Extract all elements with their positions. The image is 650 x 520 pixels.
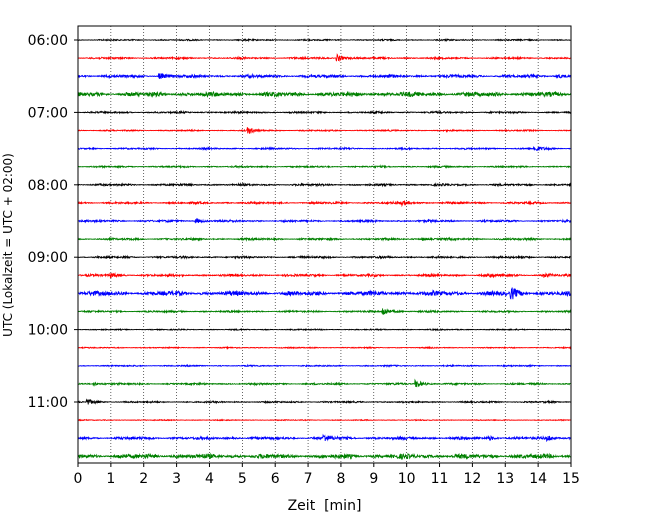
y-tick-label: 09:00: [28, 250, 68, 266]
seismogram-trace: [77, 37, 572, 43]
x-tick-label: 0: [74, 471, 83, 487]
x-tick-label: 6: [271, 471, 280, 487]
seismogram-trace: [77, 272, 572, 279]
seismogram-trace: [77, 345, 572, 350]
x-tick-label: 15: [562, 471, 580, 487]
y-tick-label: 07:00: [28, 105, 68, 121]
seismogram-trace: [77, 363, 572, 368]
seismogram-trace: [77, 109, 572, 115]
seismogram-trace: [77, 236, 572, 242]
seismogram-trace: [77, 418, 572, 422]
seismogram-trace: [77, 127, 572, 134]
x-tick-label: 10: [398, 471, 416, 487]
seismogram-trace: [77, 308, 572, 316]
seismogram-trace: [77, 145, 572, 152]
seismogram-trace: [77, 217, 572, 224]
seismogram-trace: [77, 398, 572, 405]
x-tick-label: 7: [304, 471, 313, 487]
seismogram-trace: [77, 327, 572, 332]
plot-frame: [77, 25, 572, 464]
seismogram-trace: [77, 433, 572, 443]
x-tick-label: 3: [172, 471, 181, 487]
y-axis-label: UTC (Lokalzeit = UTC + 02:00): [1, 153, 15, 337]
y-axis-ticks: 06:00 07:00 08:00 09:00 10:00 11:00: [28, 33, 78, 411]
seismogram-trace: [77, 452, 572, 461]
x-tick-label: 8: [336, 471, 345, 487]
y-tick-label: 06:00: [28, 33, 68, 49]
x-tick-label: 12: [463, 471, 481, 487]
seismogram-trace: [77, 164, 572, 170]
x-tick-label: 9: [369, 471, 378, 487]
x-tick-label: 13: [496, 471, 514, 487]
x-axis-label: Zeit [min]: [288, 498, 362, 514]
seismogram-trace: [77, 200, 572, 208]
x-tick-label: 2: [139, 471, 148, 487]
y-tick-label: 11:00: [28, 395, 68, 411]
seismogram-trace: [77, 90, 572, 98]
x-tick-label: 14: [529, 471, 547, 487]
seismogram-trace: [77, 378, 572, 388]
x-tick-label: 1: [106, 471, 115, 487]
seismogram-trace: [77, 254, 572, 260]
x-tick-label: 11: [431, 471, 449, 487]
y-tick-label: 10:00: [28, 323, 68, 339]
vertical-gridlines: [110, 26, 539, 463]
x-axis-ticks: 0 1 2 3 4 5 6 7 8 9 10 11 12 13 14 15: [74, 463, 580, 487]
x-tick-label: 5: [238, 471, 247, 487]
y-tick-label: 08:00: [28, 178, 68, 194]
x-tick-label: 4: [205, 471, 214, 487]
seismogram-traces: [77, 37, 572, 461]
seismogram-trace: [77, 53, 572, 62]
seismogram-trace: [77, 287, 572, 300]
seismogram-trace: [77, 72, 572, 80]
seismogram-trace: [77, 182, 572, 188]
